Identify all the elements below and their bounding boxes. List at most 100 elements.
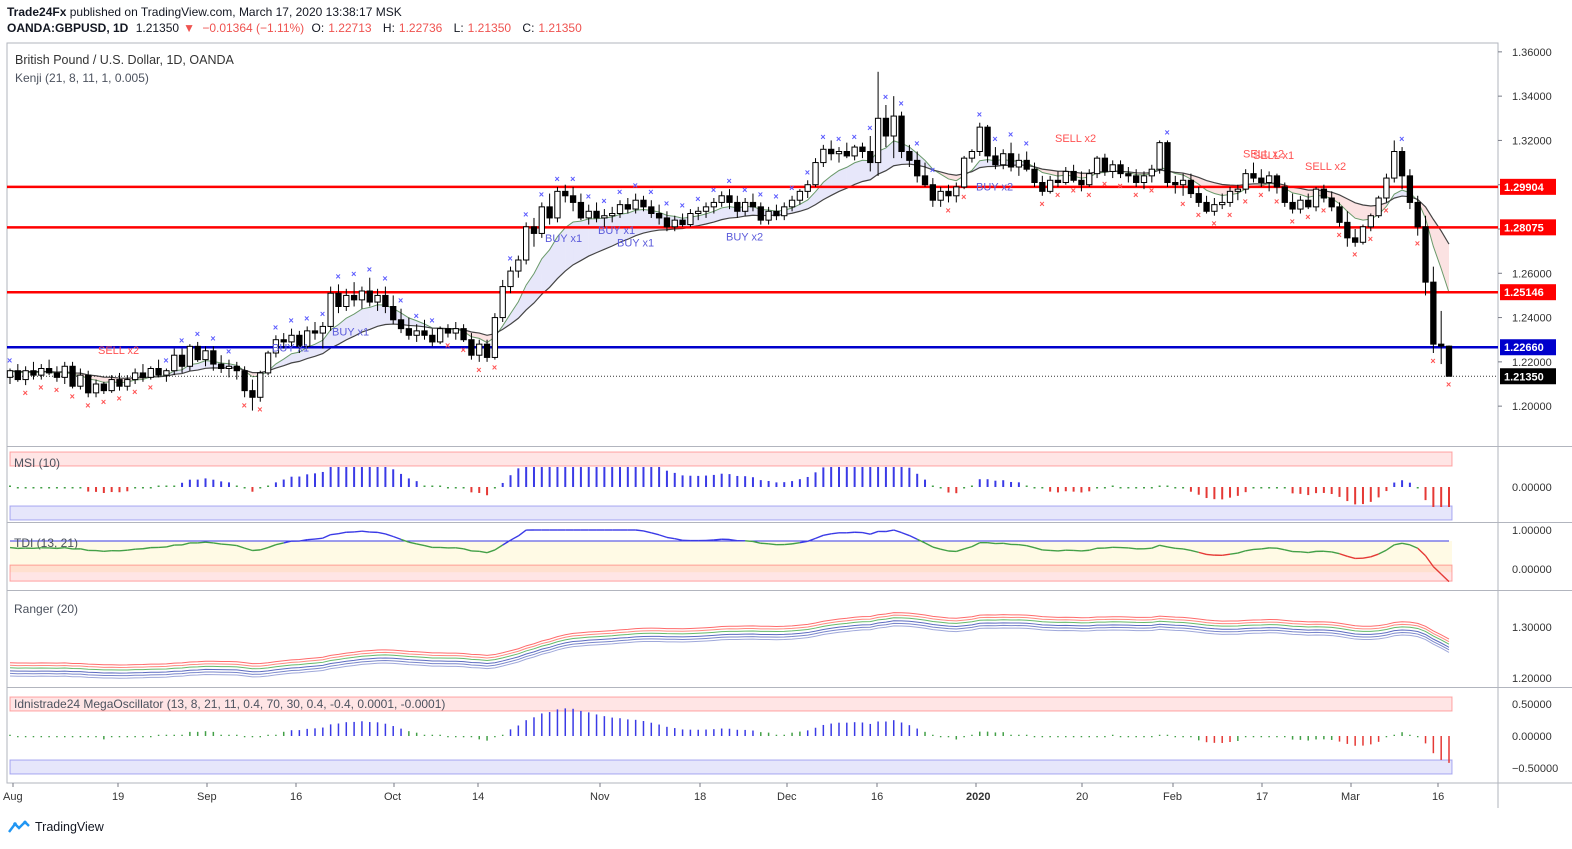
sell-star-icon: × (101, 397, 106, 407)
tdi-line-segment (1003, 542, 1012, 546)
candle-body (890, 115, 897, 137)
y-tick-label: 1.22000 (1512, 357, 1552, 369)
buy-star-icon: × (633, 181, 638, 191)
kenji-cloud-segment (635, 209, 644, 236)
tdi-line-segment (791, 541, 800, 545)
candle-body (1273, 175, 1281, 188)
kenji-cloud-segment (721, 206, 730, 220)
candle-body (1211, 204, 1218, 212)
tradingview-logo[interactable]: TradingView (7, 820, 104, 834)
candle-body (397, 319, 405, 330)
low-label: L: (453, 21, 464, 35)
tdi-line-segment (338, 531, 347, 535)
sell-star-icon: × (1071, 186, 1076, 196)
candle-body (280, 339, 287, 343)
buy-star-icon: × (852, 132, 857, 142)
tdi-line-segment (166, 544, 175, 548)
sell-star-icon: × (1258, 190, 1263, 200)
candle-body (1007, 153, 1015, 168)
tdi-line-segment (1151, 544, 1160, 549)
tradingview-brand: TradingView (35, 820, 104, 834)
sell-star-icon: × (1133, 190, 1138, 200)
tdi-line-segment (846, 531, 855, 534)
buy-star-icon: × (195, 329, 200, 339)
tdi-line-segment (885, 529, 894, 533)
sell-star-icon: × (85, 400, 90, 410)
candle-body (163, 370, 170, 376)
kenji-cloud-segment (1355, 202, 1363, 221)
candle-body (820, 148, 827, 164)
candle-body (1140, 175, 1148, 184)
candle-body (116, 379, 123, 387)
x-tick-label: 18 (694, 791, 706, 803)
symbol-label: OANDA:GBPUSD, 1D (7, 21, 129, 35)
down-arrow-icon: ▼ (183, 21, 195, 35)
buy-star-icon: × (1164, 127, 1169, 137)
tdi-line-segment (1245, 548, 1254, 552)
sell-star-icon: × (1321, 205, 1326, 215)
sell-star-icon: × (1211, 219, 1216, 229)
y-tick-label: 1.32000 (1512, 135, 1552, 147)
candle-body (804, 184, 811, 192)
candle-body (1445, 345, 1453, 377)
candle-body (1265, 175, 1273, 184)
tdi-line-segment (1128, 547, 1137, 550)
tdi-tick-label: 1.00000 (1512, 525, 1552, 537)
tdi-line-segment (486, 549, 496, 554)
sell-star-icon: × (1415, 239, 1420, 249)
tdi-line-segment (1432, 566, 1442, 575)
candle-body (1336, 206, 1343, 223)
buy-star-icon: × (226, 347, 231, 357)
tdi-line-segment (361, 530, 370, 533)
level-label-bg (1500, 339, 1556, 356)
low-value: 1.21350 (467, 21, 512, 35)
buy-star-icon: × (836, 134, 841, 144)
x-tick-label: Mar (1341, 791, 1360, 803)
candle-body (648, 206, 655, 215)
candle-body (343, 294, 350, 307)
sell-star-icon: × (116, 394, 121, 404)
candle-body (546, 206, 553, 219)
candle-body (1258, 177, 1265, 183)
level-label-bg (1500, 178, 1556, 195)
close-value: 1.21350 (538, 21, 582, 35)
candle-body (210, 350, 217, 365)
buy-signal-label: BUY x1 (332, 327, 369, 339)
y-tick-label: 1.24000 (1512, 313, 1552, 325)
sell-signal-label: SELL x2 (1243, 149, 1284, 161)
candle-body (1297, 199, 1304, 210)
mega-oversold-band (9, 759, 1453, 775)
buy-star-icon: × (210, 333, 215, 343)
tdi-line-segment (64, 546, 73, 550)
tdi-line-segment (1300, 551, 1309, 554)
candle-body (421, 330, 428, 336)
candle-body (1250, 173, 1257, 179)
buy-star-icon: × (586, 192, 591, 202)
sell-star-icon: × (1446, 379, 1451, 389)
tdi-line-segment (510, 535, 519, 541)
tdi-line-segment (307, 538, 316, 541)
candle-body (53, 372, 61, 378)
symbol-legend: British Pound / U.S. Dollar, 1D, OANDA (15, 53, 234, 67)
buy-star-icon: × (899, 99, 904, 109)
candle-body (835, 151, 843, 155)
candle-body (311, 330, 319, 334)
candle-body (992, 155, 999, 166)
sell-signal-label: SELL x2 (1305, 161, 1346, 173)
buy-star-icon: × (570, 174, 575, 184)
buy-star-icon: × (742, 185, 747, 195)
tdi-line-segment (377, 531, 386, 535)
kenji-cloud-segment (354, 308, 362, 337)
candle-body (695, 210, 702, 215)
buy-star-icon: × (304, 313, 309, 323)
candle-body (233, 365, 240, 372)
candle-body (569, 195, 577, 203)
buy-star-icon: × (7, 356, 12, 366)
tdi-line-segment (1417, 547, 1427, 557)
msi-title: MSI (10) (14, 456, 60, 470)
tdi-line-segment (1323, 550, 1332, 553)
candle-body (1367, 215, 1374, 228)
tdi-line-segment (635, 529, 644, 532)
candle-body (1203, 201, 1210, 212)
